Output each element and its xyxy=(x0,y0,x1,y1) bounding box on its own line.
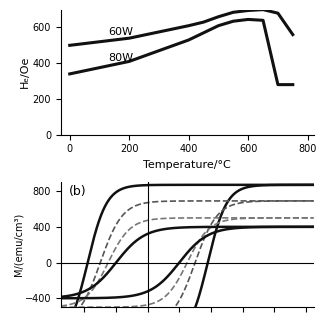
X-axis label: Temperature/°C: Temperature/°C xyxy=(143,160,231,170)
Y-axis label: Hₑ/Oe: Hₑ/Oe xyxy=(20,56,30,88)
Text: 60W: 60W xyxy=(108,27,133,36)
Text: 80W: 80W xyxy=(108,53,133,63)
Text: (b): (b) xyxy=(69,185,86,198)
Y-axis label: M/(emu/cm³): M/(emu/cm³) xyxy=(13,213,23,276)
